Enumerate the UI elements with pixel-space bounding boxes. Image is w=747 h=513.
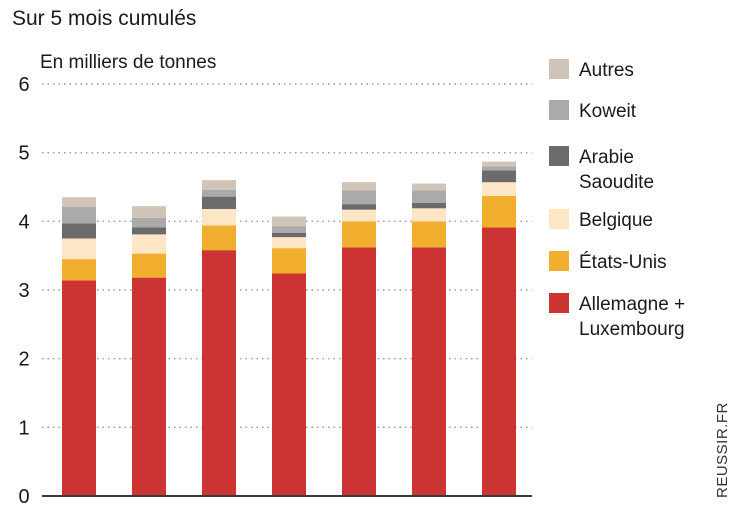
bar-segment	[272, 273, 306, 496]
bar-segment	[412, 202, 446, 209]
bar-segment	[132, 277, 166, 496]
bar-segment	[202, 208, 236, 226]
legend-swatch	[549, 100, 569, 120]
bar-segment	[342, 209, 376, 222]
bar-segment	[272, 216, 306, 227]
legend-label: États-Unis	[579, 252, 667, 273]
source-credit: REUSSIR.FR	[714, 402, 731, 498]
bar-segment	[272, 237, 306, 249]
bar-segment	[482, 170, 516, 183]
bar-segment	[62, 223, 96, 239]
legend-swatch	[549, 251, 569, 271]
bar-segment	[412, 247, 446, 496]
bar-segment	[62, 259, 96, 281]
gridlines	[42, 83, 532, 429]
legend-label: Koweit	[579, 101, 637, 122]
bar-segment	[62, 280, 96, 496]
y-tick-label: 2	[18, 349, 29, 371]
legend-label: Allemagne + Luxembourg	[579, 294, 685, 340]
bar-segment	[272, 248, 306, 274]
bar-segment	[482, 182, 516, 196]
bar-segment	[342, 221, 376, 248]
y-axis-unit-label: En milliers de tonnes	[40, 52, 216, 73]
bar-segment	[272, 226, 306, 234]
legend-swatch	[549, 209, 569, 229]
bar-segment	[202, 250, 236, 496]
bar-segment	[482, 195, 516, 228]
bar-segment	[342, 190, 376, 205]
bar-segment	[412, 221, 446, 248]
bar-segment	[482, 227, 516, 496]
y-tick-label: 1	[18, 417, 29, 439]
bar-segment	[202, 196, 236, 209]
bar-segment	[62, 238, 96, 260]
bar-segment	[412, 190, 446, 203]
legend-swatch	[549, 146, 569, 166]
bar-segment	[202, 180, 236, 190]
bar-segment	[272, 233, 306, 238]
chart-title: Sur 5 mois cumulés	[12, 7, 196, 30]
bar-segment	[132, 234, 166, 254]
bar-segment	[62, 206, 96, 224]
bar-segment	[482, 161, 516, 167]
y-tick-label: 4	[18, 211, 29, 233]
bar-segment	[412, 208, 446, 222]
bar-segment	[62, 197, 96, 207]
legend: Autres Koweit Arabie Saoudite Belgique États-…	[549, 59, 685, 340]
legend-label: Arabie Saoudite	[579, 147, 654, 193]
bar-segment	[132, 217, 166, 228]
y-tick-label: 5	[18, 143, 29, 165]
legend-swatch	[549, 293, 569, 313]
legend-label: Autres	[579, 60, 634, 81]
bar-segment	[342, 204, 376, 210]
bar-segment	[412, 183, 446, 191]
legend-label: Belgique	[579, 210, 653, 231]
bar-segment	[202, 189, 236, 197]
y-axis-ticks: 0 1 2 3 4 5 6	[18, 74, 29, 508]
bar-segment	[342, 247, 376, 496]
legend-swatch	[549, 59, 569, 79]
bar-segment	[132, 227, 166, 235]
bars	[62, 161, 516, 496]
bar-segment	[202, 225, 236, 251]
bar-segment	[132, 253, 166, 278]
y-tick-label: 6	[18, 74, 29, 96]
y-tick-label: 0	[18, 486, 29, 508]
bar-segment	[342, 182, 376, 191]
bar-segment	[132, 206, 166, 218]
y-tick-label: 3	[18, 280, 29, 302]
bar-segment	[482, 166, 516, 171]
